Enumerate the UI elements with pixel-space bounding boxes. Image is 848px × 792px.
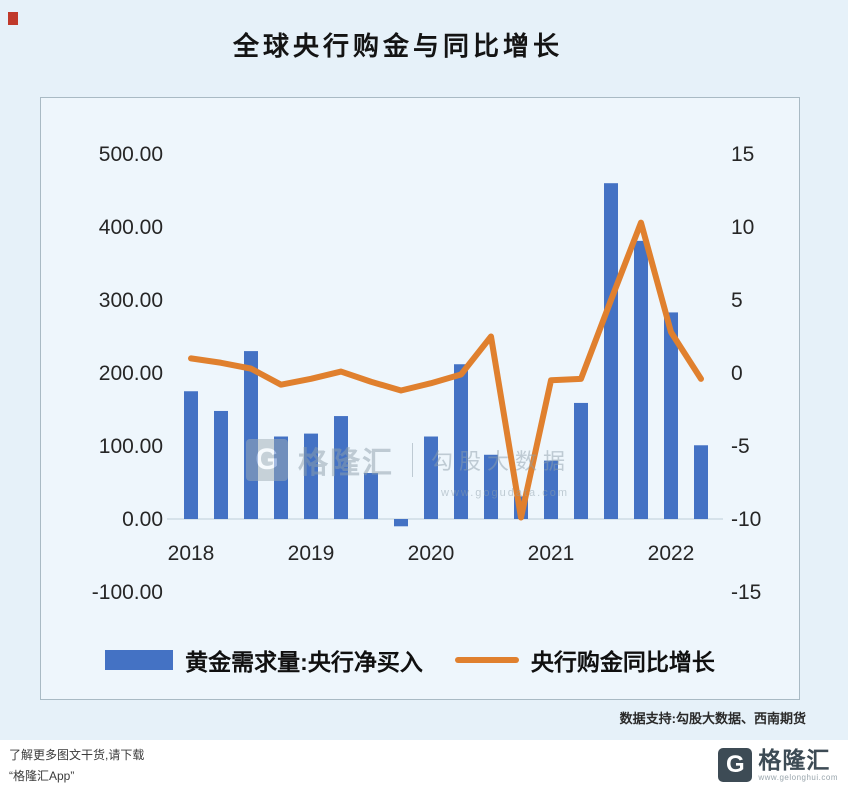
gelonghui-logo-icon: G xyxy=(718,748,753,782)
bar-2019Q3 xyxy=(364,473,378,519)
left-axis-tick-label: 200.00 xyxy=(99,362,163,385)
data-support-note: 数据支持:勾股大数据、西南期货 xyxy=(619,711,806,726)
bar-2018Q3 xyxy=(244,351,258,519)
right-axis-tick-label: -5 xyxy=(731,435,750,458)
legend-bar-swatch xyxy=(105,650,174,670)
x-axis-tick-label: 2018 xyxy=(168,542,215,565)
right-axis-tick-label: 5 xyxy=(731,289,743,312)
right-axis-tick-label: -10 xyxy=(731,508,761,531)
right-axis-tick-label: 15 xyxy=(731,143,754,166)
left-axis-tick-label: 500.00 xyxy=(99,143,163,166)
right-axis-tick-label: 10 xyxy=(731,216,754,239)
bar-2021Q3 xyxy=(604,183,618,519)
x-axis-tick-label: 2022 xyxy=(648,542,695,565)
corner-mark xyxy=(8,12,18,25)
chart-legend: 黄金需求量:央行净买入 央行购金同比增长 xyxy=(41,643,799,677)
chart-plot: 500.00 400.00 300.00 200.00 100.00 0.00 -100.0… xyxy=(92,143,762,604)
x-axis-tick-label: 2021 xyxy=(528,542,575,565)
footer-promo-line1: 了解更多图文干货,请下载 xyxy=(9,748,145,762)
x-axis-tick-label: 2019 xyxy=(288,542,335,565)
footer-brand: 格隆汇 xyxy=(758,747,831,773)
left-axis-tick-label: 300.00 xyxy=(99,289,163,312)
bar-2022Q2 xyxy=(694,445,708,519)
footer-promo-line2: “格隆汇App” xyxy=(9,769,75,783)
bar-2018Q2 xyxy=(214,410,228,519)
chart-panel: 500.00 400.00 300.00 200.00 100.00 0.00 -100.0… xyxy=(40,97,800,700)
legend-line-swatch xyxy=(454,657,519,663)
right-axis-tick-label: -15 xyxy=(731,581,761,604)
line-series xyxy=(188,219,704,521)
bar-2019Q4 xyxy=(394,519,408,527)
legend-bar-label: 黄金需求量:央行净买入 xyxy=(185,649,423,675)
bar-2019Q2 xyxy=(334,416,348,519)
bar-2020Q2 xyxy=(454,364,468,519)
left-axis-tick-label: 100.00 xyxy=(99,435,163,458)
footer-logo: G 格隆汇 www.gelonghui.com xyxy=(718,748,838,782)
bar-2021Q1 xyxy=(544,460,558,519)
bar-2020Q1 xyxy=(424,436,438,519)
bar-2020Q3 xyxy=(484,454,498,519)
left-axis-tick-label: 400.00 xyxy=(99,216,163,239)
legend-line-label: 央行购金同比增长 xyxy=(530,649,715,675)
bar-2021Q4 xyxy=(634,240,648,519)
bar-2019Q1 xyxy=(304,433,318,519)
bar-2022Q1 xyxy=(664,312,678,519)
footer-url: www.gelonghui.com xyxy=(758,773,838,782)
chart-title: 全球央行购金与同比增长 xyxy=(232,31,563,61)
bar-2018Q1 xyxy=(184,391,198,519)
footer: 了解更多图文干货,请下载 “格隆汇App” G 格隆汇 www.gelonghu… xyxy=(0,740,848,792)
x-axis-tick-label: 2020 xyxy=(408,542,455,565)
right-axis-tick-label: 0 xyxy=(731,362,743,385)
bar-2018Q4 xyxy=(274,436,288,519)
left-axis-tick-label: 0.00 xyxy=(122,508,163,531)
bar-2021Q2 xyxy=(574,402,588,519)
left-axis-tick-label: -100.00 xyxy=(92,581,163,604)
